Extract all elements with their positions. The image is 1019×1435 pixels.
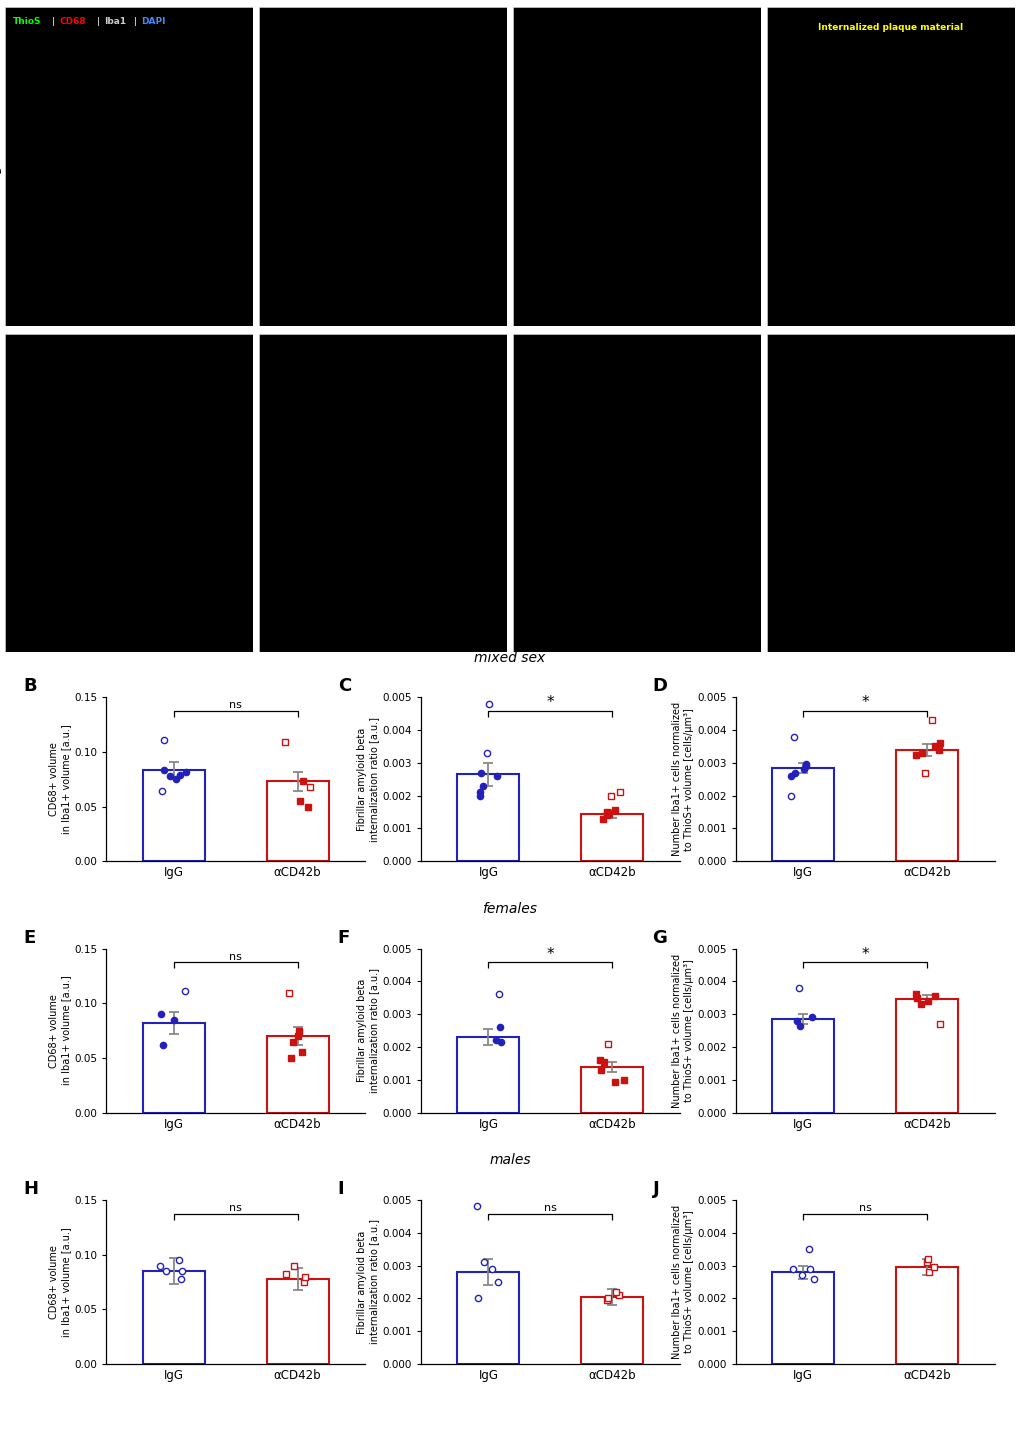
Text: Internalized plaque material: Internalized plaque material xyxy=(817,23,963,32)
Text: C: C xyxy=(337,677,351,696)
Text: E: E xyxy=(23,928,36,947)
Text: H: H xyxy=(23,1180,38,1198)
Text: *: * xyxy=(860,696,868,710)
Bar xyxy=(143,1023,205,1112)
Y-axis label: CD68+ volume
in Iba1+ volume [a.u.]: CD68+ volume in Iba1+ volume [a.u.] xyxy=(49,725,71,834)
Text: D: D xyxy=(652,677,666,696)
Text: ns: ns xyxy=(229,700,242,710)
Bar xyxy=(457,775,519,861)
Bar xyxy=(771,1273,834,1365)
Text: G: G xyxy=(652,928,666,947)
Bar xyxy=(143,1271,205,1365)
Bar xyxy=(457,1273,519,1365)
Text: ns: ns xyxy=(543,1203,556,1213)
Bar xyxy=(143,771,205,861)
Bar xyxy=(896,999,957,1112)
Y-axis label: Fibrillar amyloid beta
internalization ratio [a.u.]: Fibrillar amyloid beta internalization r… xyxy=(357,716,379,842)
Text: CD68: CD68 xyxy=(59,17,87,26)
Y-axis label: CD68+ volume
in Iba1+ volume [a.u.]: CD68+ volume in Iba1+ volume [a.u.] xyxy=(49,976,71,1085)
Bar xyxy=(581,1066,643,1112)
Y-axis label: Number Iba1+ cells normalized
to ThioS+ volume [cells/μm³]: Number Iba1+ cells normalized to ThioS+ … xyxy=(672,953,694,1108)
Bar xyxy=(266,1279,328,1365)
Y-axis label: CD68+ volume
in Iba1+ volume [a.u.]: CD68+ volume in Iba1+ volume [a.u.] xyxy=(49,1227,71,1337)
Bar xyxy=(896,749,957,861)
Text: mixed sex: mixed sex xyxy=(474,650,545,664)
Bar xyxy=(581,1297,643,1365)
Text: B: B xyxy=(23,677,37,696)
Text: ns: ns xyxy=(229,951,242,961)
Text: F: F xyxy=(337,928,350,947)
Y-axis label: Fibrillar amyloid beta
internalization ratio [a.u.]: Fibrillar amyloid beta internalization r… xyxy=(357,969,379,1093)
Text: Iba1: Iba1 xyxy=(104,17,126,26)
Y-axis label: Number Iba1+ cells normalized
to ThioS+ volume [cells/μm³]: Number Iba1+ cells normalized to ThioS+ … xyxy=(672,1205,694,1359)
Text: ThioS: ThioS xyxy=(12,17,41,26)
Y-axis label: Number Iba1+ cells normalized
to ThioS+ volume [cells/μm³]: Number Iba1+ cells normalized to ThioS+ … xyxy=(672,702,694,857)
Y-axis label: Fibrillar amyloid beta
internalization ratio [a.u.]: Fibrillar amyloid beta internalization r… xyxy=(357,1220,379,1345)
Text: |: | xyxy=(133,17,137,26)
Text: J: J xyxy=(652,1180,658,1198)
Text: *: * xyxy=(860,947,868,961)
Text: *: * xyxy=(546,947,553,961)
Text: DAPI: DAPI xyxy=(142,17,166,26)
Bar xyxy=(266,1036,328,1112)
Text: females: females xyxy=(482,903,537,916)
Bar xyxy=(896,1267,957,1365)
Bar xyxy=(771,768,834,861)
Text: |: | xyxy=(52,17,55,26)
Text: males: males xyxy=(489,1154,530,1168)
Text: ns: ns xyxy=(858,1203,870,1213)
Text: I: I xyxy=(337,1180,344,1198)
Bar xyxy=(266,782,328,861)
Bar xyxy=(581,814,643,861)
Text: ns: ns xyxy=(229,1203,242,1213)
Bar xyxy=(771,1019,834,1112)
Bar xyxy=(457,1038,519,1112)
Text: |: | xyxy=(97,17,100,26)
Text: *: * xyxy=(546,696,553,710)
